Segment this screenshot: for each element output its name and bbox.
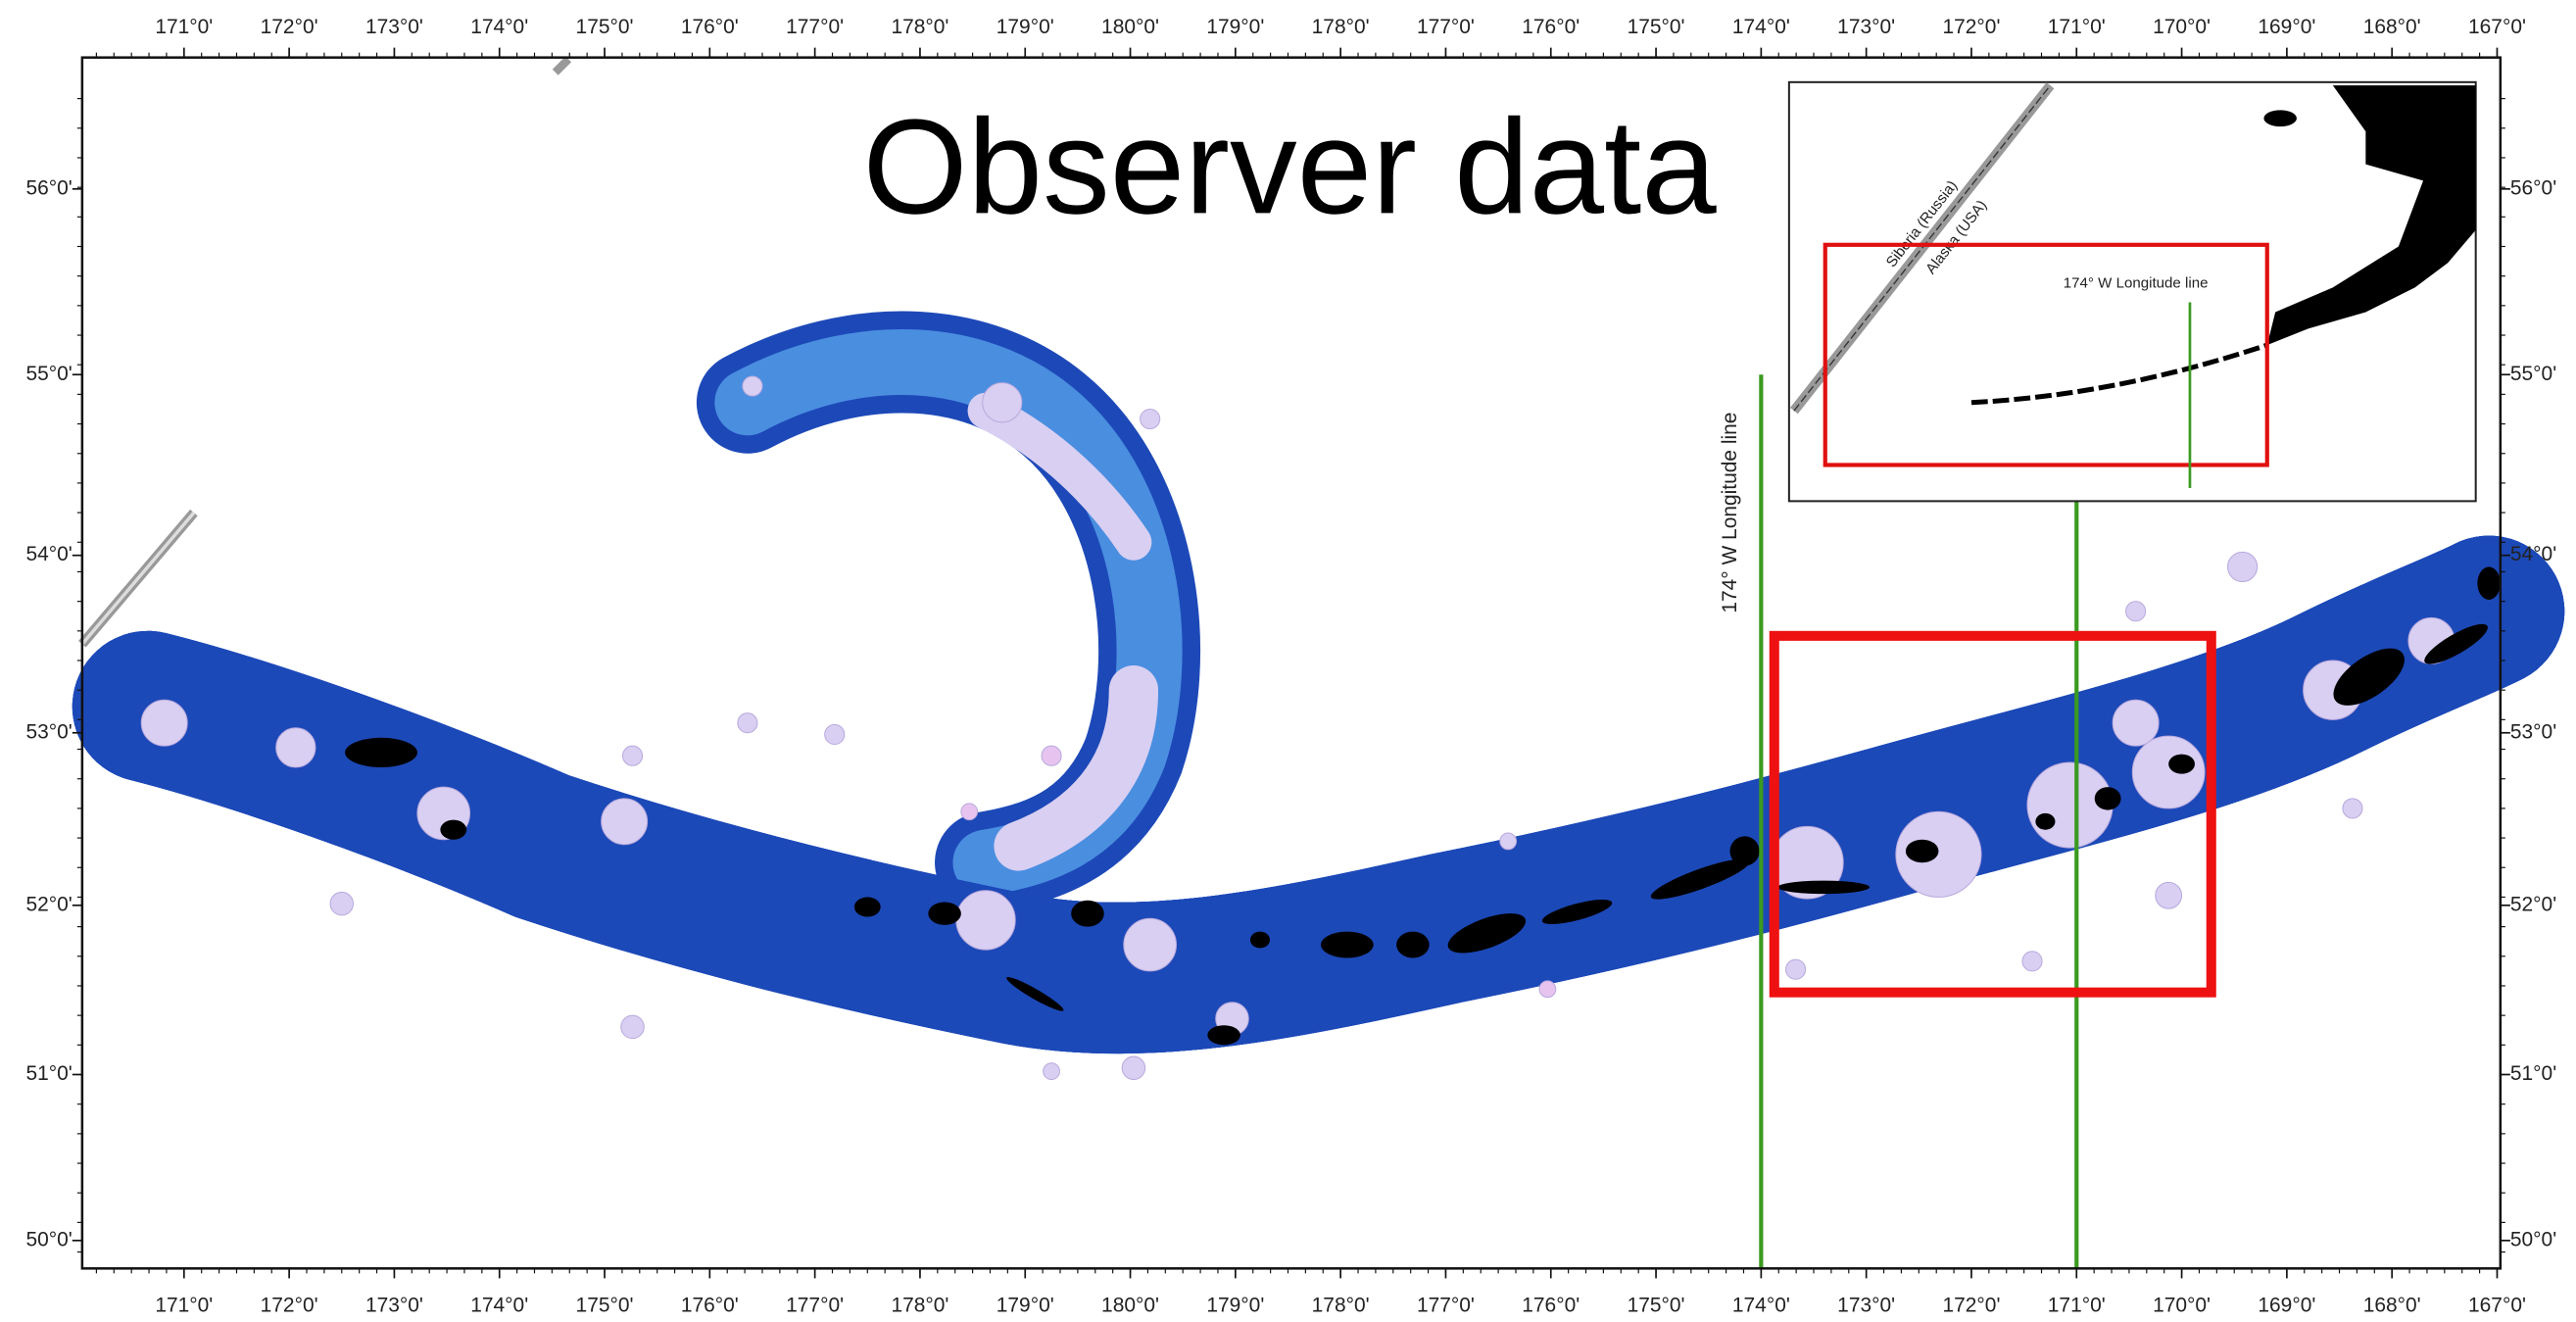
longitude-label: 172°0' [261,1294,318,1316]
latitude-label: 54°0' [2510,543,2556,565]
longitude-label: 177°0' [1417,1294,1475,1316]
longitude-label: 169°0' [2258,16,2315,38]
longitude-label: 176°0' [1522,16,1580,38]
longitude-label: 174°0' [470,1294,528,1316]
map-body: 174° W Longitude line Observer data Sibe… [82,59,2501,1268]
longitude-label: 177°0' [1417,16,1475,38]
longitude-label: 171°0' [155,1294,213,1316]
latitude-label: 50°0' [2510,1228,2556,1250]
latitude-label: 53°0' [25,720,72,743]
boundary-line [82,513,194,644]
latitude-label: 53°0' [2510,720,2556,743]
longitude-label: 178°0' [1312,1294,1370,1316]
longitude-label: 170°0' [2153,1294,2211,1316]
longitude-label: 176°0' [1522,1294,1580,1316]
longitude-label: 168°0' [2363,16,2421,38]
longitude-label: 170°0' [2153,16,2211,38]
longitude-label: 172°0' [1942,16,2000,38]
longitude-label: 173°0' [365,16,423,38]
longitude-label: 175°0' [1628,16,1685,38]
longitude-label: 172°0' [261,16,318,38]
longitude-label: 179°0' [996,16,1054,38]
longitude-label: 173°0' [1837,16,1895,38]
longitude-label: 176°0' [681,1294,739,1316]
latitude-label: 50°0' [25,1228,72,1250]
longitude-label: 169°0' [2258,1294,2315,1316]
boundary-line [556,59,568,72]
longitude-label: 179°0' [996,1294,1054,1316]
longitude-label: 180°0' [1101,1294,1159,1316]
longitude-label: 179°0' [1206,1294,1264,1316]
latitude-label: 51°0' [2510,1062,2556,1085]
latitude-label: 51°0' [25,1062,72,1085]
longitude-label: 174°0' [1732,16,1790,38]
longitude-label: 180°0' [1101,16,1159,38]
latitude-label: 56°0' [2510,176,2556,199]
longitude-label: 175°0' [576,1294,634,1316]
longitude-label: 168°0' [2363,1294,2421,1316]
longitude-label: 177°0' [786,1294,844,1316]
latitude-label: 52°0' [2510,893,2556,915]
page: {"title": "Observer data", "map": { "lon… [0,0,2576,1322]
longitude-label: 176°0' [681,16,739,38]
inset-longitude-label: 174° W Longitude line [2064,274,2209,291]
inset-land [2263,110,2297,126]
longitude-label: 179°0' [1206,16,1264,38]
latitude-label: 54°0' [25,543,72,565]
latitude-label: 55°0' [2510,363,2556,385]
longitude-label: 171°0' [2048,1294,2106,1316]
longitude-label: 174°0' [1732,1294,1790,1316]
longitude-label: 172°0' [1942,1294,2000,1316]
longitude-label: 171°0' [2048,16,2106,38]
longitude-label: 175°0' [1628,1294,1685,1316]
latitude-label: 52°0' [25,893,72,915]
longitude-label: 178°0' [1312,16,1370,38]
longitude-label: 178°0' [891,16,948,38]
observer-hauls [148,612,2489,978]
longitude-label: 175°0' [576,16,634,38]
longitude-label: 178°0' [891,1294,948,1316]
longitude-label: 173°0' [1837,1294,1895,1316]
longitude-label: 171°0' [155,16,213,38]
inset-map: Siberia (Russia) Alaska (USA) 174° W Lon… [1789,82,2476,502]
longitude-label: 174°0' [470,16,528,38]
map-title: Observer data [863,92,1718,242]
longitude-line-label: 174° W Longitude line [1719,413,1741,613]
longitude-label: 167°0' [2468,16,2526,38]
longitude-label: 177°0' [786,16,844,38]
longitude-label: 167°0' [2468,1294,2526,1316]
latitude-label: 56°0' [25,176,72,199]
longitude-label: 173°0' [365,1294,423,1316]
map-figure: 174° W Longitude line Observer data Sibe… [0,0,2576,1322]
latitude-label: 55°0' [25,363,72,385]
